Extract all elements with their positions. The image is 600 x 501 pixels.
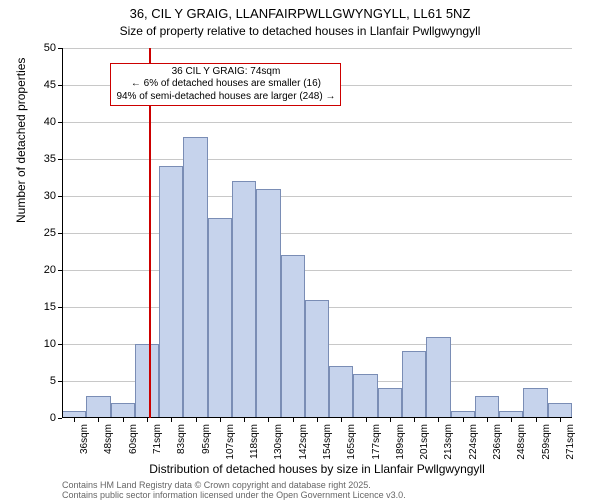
plot-area: 0510152025303540455036sqm48sqm60sqm71sqm… [62, 48, 572, 418]
xtick-label: 71sqm [152, 424, 163, 454]
xtick-mark [147, 418, 148, 422]
ytick-label: 45 [44, 79, 56, 91]
xtick-label: 48sqm [103, 424, 114, 454]
histogram-bar [135, 344, 159, 418]
xtick-mark [123, 418, 124, 422]
xtick-mark [487, 418, 488, 422]
xtick-mark [317, 418, 318, 422]
xtick-label: 36sqm [79, 424, 90, 454]
grid-line [62, 196, 572, 197]
ytick-label: 20 [44, 264, 56, 276]
histogram-bar [183, 137, 207, 418]
attribution-line-1: Contains HM Land Registry data © Crown c… [62, 480, 371, 490]
histogram-bar [256, 189, 280, 418]
xtick-mark [98, 418, 99, 422]
histogram-bar [548, 403, 572, 418]
xtick-mark [244, 418, 245, 422]
xtick-mark [366, 418, 367, 422]
xtick-mark [438, 418, 439, 422]
xtick-label: 224sqm [468, 424, 479, 460]
grid-line [62, 270, 572, 271]
xtick-mark [341, 418, 342, 422]
title-line-1: 36, CIL Y GRAIG, LLANFAIRPWLLGWYNGYLL, L… [130, 6, 471, 21]
grid-line [62, 122, 572, 123]
grid-line [62, 159, 572, 160]
ytick-label: 25 [44, 227, 56, 239]
grid-line [62, 233, 572, 234]
histogram-bar [232, 181, 256, 418]
xtick-label: 201sqm [419, 424, 430, 460]
xtick-label: 165sqm [346, 424, 357, 460]
xtick-mark [293, 418, 294, 422]
histogram-bar [378, 388, 402, 418]
ytick-label: 10 [44, 338, 56, 350]
attribution: Contains HM Land Registry data © Crown c… [62, 480, 406, 501]
annotation-line-3: 94% of semi-detached houses are larger (… [116, 91, 335, 102]
chart-title: 36, CIL Y GRAIG, LLANFAIRPWLLGWYNGYLL, L… [0, 6, 600, 40]
chart-container: 36, CIL Y GRAIG, LLANFAIRPWLLGWYNGYLL, L… [0, 0, 600, 500]
y-axis-label: Number of detached properties [14, 58, 28, 223]
histogram-bar [353, 374, 377, 418]
annotation-line-2: ← 6% of detached houses are smaller (16) [131, 78, 321, 89]
ytick-label: 15 [44, 301, 56, 313]
histogram-bar [475, 396, 499, 418]
x-axis-label: Distribution of detached houses by size … [62, 462, 572, 476]
annotation-box: 36 CIL Y GRAIG: 74sqm ← 6% of detached h… [110, 63, 341, 107]
xtick-label: 142sqm [298, 424, 309, 460]
ytick-mark [58, 418, 62, 419]
xtick-mark [511, 418, 512, 422]
xtick-label: 154sqm [322, 424, 333, 460]
xtick-label: 271sqm [565, 424, 576, 460]
histogram-bar [111, 403, 135, 418]
xtick-label: 248sqm [516, 424, 527, 460]
ytick-label: 30 [44, 190, 56, 202]
xtick-mark [220, 418, 221, 422]
y-axis [62, 48, 63, 418]
ytick-label: 5 [50, 375, 56, 387]
xtick-label: 130sqm [273, 424, 284, 460]
xtick-label: 118sqm [249, 424, 260, 459]
xtick-label: 236sqm [492, 424, 503, 460]
histogram-bar [208, 218, 232, 418]
xtick-mark [268, 418, 269, 422]
grid-line [62, 48, 572, 49]
histogram-bar [523, 388, 547, 418]
annotation-line-1: 36 CIL Y GRAIG: 74sqm [172, 66, 281, 77]
xtick-mark [74, 418, 75, 422]
xtick-label: 107sqm [225, 424, 236, 460]
ytick-label: 35 [44, 153, 56, 165]
title-line-2: Size of property relative to detached ho… [120, 24, 481, 38]
xtick-label: 189sqm [395, 424, 406, 460]
histogram-bar [86, 396, 110, 418]
xtick-mark [536, 418, 537, 422]
xtick-label: 177sqm [371, 424, 382, 460]
xtick-label: 60sqm [128, 424, 139, 454]
xtick-mark [171, 418, 172, 422]
xtick-label: 259sqm [541, 424, 552, 460]
histogram-bar [329, 366, 353, 418]
xtick-mark [414, 418, 415, 422]
ytick-label: 0 [50, 412, 56, 424]
histogram-bar [159, 166, 183, 418]
xtick-mark [196, 418, 197, 422]
xtick-label: 83sqm [176, 424, 187, 454]
histogram-bar [281, 255, 305, 418]
ytick-label: 40 [44, 116, 56, 128]
histogram-bar [305, 300, 329, 418]
histogram-bar [402, 351, 426, 418]
histogram-bar [426, 337, 450, 418]
xtick-label: 213sqm [443, 424, 454, 460]
xtick-mark [390, 418, 391, 422]
attribution-line-2: Contains public sector information licen… [62, 490, 406, 500]
ytick-label: 50 [44, 42, 56, 54]
xtick-label: 95sqm [201, 424, 212, 454]
x-axis [62, 417, 572, 418]
xtick-mark [463, 418, 464, 422]
xtick-mark [560, 418, 561, 422]
